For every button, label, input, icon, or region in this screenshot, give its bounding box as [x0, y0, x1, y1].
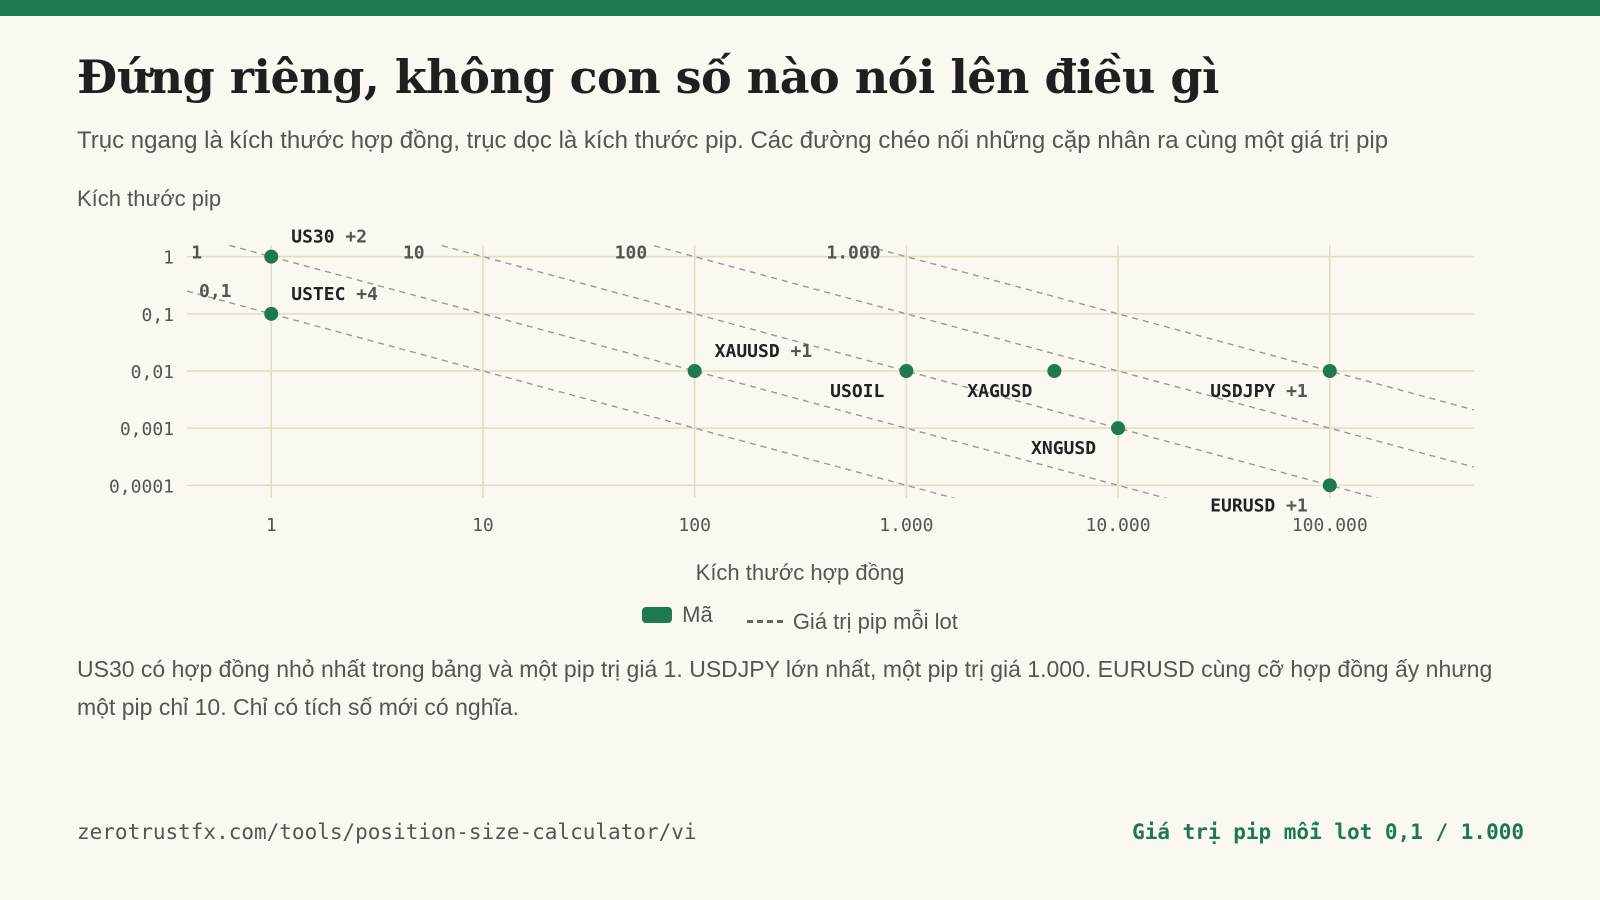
chart-legend: Mã Giá trị pip mỗi lot [0, 602, 1600, 635]
pip-value-diagonal-label: 1.000 [826, 243, 880, 264]
legend-dashed-line [746, 620, 783, 623]
page-title: Đứng riêng, không con số nào nói lên điề… [77, 50, 1220, 104]
data-point-label-usdjpy: USDJPY +1 [1210, 381, 1308, 402]
x-tick-label: 100 [678, 515, 711, 536]
y-axis-label: Kích thước pip [77, 186, 222, 211]
page-subtitle: Trục ngang là kích thước hợp đồng, trục … [77, 127, 1389, 154]
pip-value-diagonal-label: 10 [403, 243, 425, 264]
data-point-label-usoil: USOIL [830, 381, 884, 402]
pip-value-diagonal-label: 100 [615, 243, 648, 264]
pip-value-diagonal [187, 290, 957, 498]
top-accent-bar [0, 0, 1600, 16]
legend-item-symbol: Mã [642, 602, 713, 628]
footer-url: zerotrustfx.com/tools/position-size-calc… [77, 820, 697, 844]
pip-value-diagonal [437, 245, 1380, 498]
x-axis-label: Kích thước hợp đồng [695, 560, 905, 585]
y-tick-label: 0,001 [120, 419, 174, 440]
data-point-label-xngusd: XNGUSD [1031, 438, 1096, 459]
legend-item-pip-value: Giá trị pip mỗi lot [746, 608, 958, 635]
y-tick-label: 0,1 [141, 305, 174, 326]
data-point-xagusd [1047, 363, 1062, 378]
chart-description: US30 có hợp đồng nhỏ nhất trong bảng và … [77, 656, 1493, 720]
pip-value-diagonal-label: 1 [191, 243, 202, 264]
data-point-eurusd [1322, 478, 1337, 493]
y-tick-label: 1 [163, 248, 174, 269]
x-tick-label: 10.000 [1086, 515, 1151, 536]
x-tick-label: 1 [266, 515, 277, 536]
pip-value-diagonal [860, 245, 1474, 411]
data-point-usoil [899, 363, 914, 378]
data-point-ustec [264, 306, 279, 321]
scatter-chart: 1 0,1 0,01 0,001 0,0001 1 10 100 1.000 10.000 100.… [109, 227, 1474, 536]
data-point-label-xauusd: XAUUSD +1 [715, 341, 813, 362]
legend-label-symbol: Mã [682, 602, 713, 627]
y-tick-label: 0,01 [131, 362, 174, 383]
x-tick-label: 10 [472, 515, 494, 536]
y-tick-label: 0,0001 [109, 476, 174, 497]
x-tick-label: 1.000 [879, 515, 933, 536]
legend-marker-swatch [642, 607, 673, 623]
data-point-xngusd [1111, 421, 1126, 436]
pip-value-diagonal [225, 245, 1168, 498]
data-point-label-xagusd: XAGUSD [967, 381, 1032, 402]
legend-label-pip-value: Giá trị pip mỗi lot [792, 608, 958, 634]
data-point-usdjpy [1322, 363, 1337, 378]
data-point-label-ustec: USTEC +4 [291, 284, 378, 305]
x-tick-label: 100.000 [1292, 515, 1368, 536]
data-point-us30 [264, 249, 279, 264]
footer-range-label: Giá trị pip mỗi lot 0,1 / 1.000 [1132, 820, 1524, 844]
pip-value-diagonal-label: 0,1 [199, 281, 232, 302]
data-point-label-eurusd: EURUSD +1 [1210, 495, 1308, 516]
data-point-label-us30: US30 +2 [291, 227, 367, 248]
pip-value-diagonal [648, 245, 1474, 468]
data-point-xauusd [687, 363, 702, 378]
